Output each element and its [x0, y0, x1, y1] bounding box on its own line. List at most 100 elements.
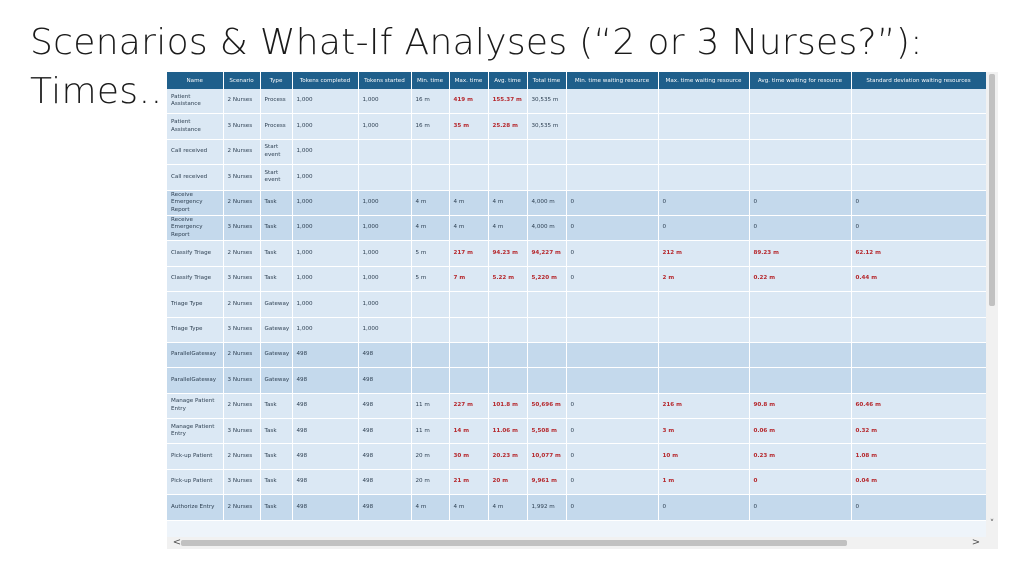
table-cell: ParallelGateway [167, 367, 224, 394]
table-cell: 1 m [658, 469, 750, 496]
table-cell: 1,000 [358, 190, 412, 216]
table-cell [851, 367, 987, 394]
table-cell: 0 [566, 266, 659, 293]
table-cell: Task [260, 393, 293, 420]
table-cell [851, 291, 987, 318]
table-cell: 90.8 m [749, 393, 852, 420]
table-row[interactable]: Call received 3 Nurses Start event 1,000 [167, 164, 987, 191]
table-cell [749, 113, 852, 140]
table-cell: 5.22 m [488, 266, 528, 293]
table-cell: 498 [292, 418, 359, 445]
table-cell [488, 342, 528, 369]
table-row[interactable]: Patient Assistance 3 Nurses Process 1,000 1,… [167, 113, 987, 140]
table-cell: 2 Nurses [223, 89, 261, 115]
table-cell: 0 [851, 190, 987, 216]
table-cell [488, 164, 528, 191]
table-cell [411, 164, 450, 191]
table-cell: 3 m [658, 418, 750, 445]
table-cell: 3 Nurses [223, 317, 261, 343]
column-header[interactable]: Max. time waiting resource [658, 72, 750, 89]
column-header[interactable]: Tokens started [358, 72, 412, 89]
column-header[interactable]: Name [167, 72, 224, 89]
horizontal-scrollbar[interactable]: < > [167, 537, 986, 549]
table-cell: 1,000 [358, 291, 412, 318]
table-cell: 498 [358, 469, 412, 496]
results-table: Name Scenario Type Tokens completed Tokens s… [167, 72, 987, 521]
table-cell: 4,000 m [527, 215, 567, 242]
column-header[interactable]: Standard deviation waiting resources [851, 72, 987, 89]
table-row[interactable]: Manage Patient Entry 2 Nurses Task 498 498 11… [167, 393, 987, 420]
table-cell: 4 m [449, 494, 489, 521]
slide-title: Scenarios & What-If Analyses (“2 or 3 Nu… [30, 18, 1010, 116]
table-row[interactable]: Pick-up Patient 2 Nurses Task 498 498 20 m 30 … [167, 443, 987, 470]
table-cell: Gateway [260, 367, 293, 394]
table-cell [749, 317, 852, 343]
table-cell: 4 m [411, 494, 450, 521]
table-cell: 3 Nurses [223, 113, 261, 140]
column-header[interactable]: Tokens completed [292, 72, 359, 89]
vertical-scroll-thumb[interactable] [989, 74, 995, 306]
table-row[interactable]: Manage Patient Entry 3 Nurses Task 498 498 11… [167, 418, 987, 445]
table-cell: 1,000 [292, 215, 359, 242]
table-row[interactable]: Classify Triage 3 Nurses Task 1,000 1,000 5 m… [167, 266, 987, 293]
table-cell: 1,000 [358, 215, 412, 242]
column-header[interactable]: Min. time [411, 72, 450, 89]
table-cell [566, 89, 659, 115]
table-cell: 0 [566, 469, 659, 496]
table-cell: ParallelGateway [167, 342, 224, 369]
column-header[interactable]: Min. time waiting resource [566, 72, 659, 89]
scroll-left-icon[interactable]: < [172, 537, 182, 548]
table-cell: Patient Assistance [167, 113, 224, 140]
table-cell: 4 m [488, 494, 528, 521]
horizontal-scroll-thumb[interactable] [181, 540, 847, 546]
table-cell: 7 m [449, 266, 489, 293]
table-cell [566, 164, 659, 191]
table-cell [527, 317, 567, 343]
table-row[interactable]: Classify Triage 2 Nurses Task 1,000 1,000 5 m… [167, 240, 987, 267]
table-cell: 1,000 [292, 291, 359, 318]
table-cell [851, 342, 987, 369]
table-cell: 4 m [449, 190, 489, 216]
column-header[interactable]: Scenario [223, 72, 261, 89]
table-cell: 0 [749, 190, 852, 216]
column-header[interactable]: Type [260, 72, 293, 89]
column-header[interactable]: Max. time [449, 72, 489, 89]
scroll-right-icon[interactable]: > [971, 537, 981, 548]
table-row[interactable]: ParallelGateway 3 Nurses Gateway 498 498 [167, 367, 987, 394]
table-cell: Task [260, 190, 293, 216]
column-header[interactable]: Avg. time [488, 72, 528, 89]
table-cell: 4 m [488, 215, 528, 242]
scroll-down-icon[interactable]: ˅ [989, 519, 995, 529]
table-cell: 30 m [449, 443, 489, 470]
column-header[interactable]: Avg. time waiting for resource [749, 72, 852, 89]
table-cell [749, 367, 852, 394]
table-cell [449, 164, 489, 191]
table-cell: 21 m [449, 469, 489, 496]
table-cell: 2 Nurses [223, 342, 261, 369]
table-cell: 2 m [658, 266, 750, 293]
table-cell [658, 317, 750, 343]
table-row[interactable]: Triage Type 2 Nurses Gateway 1,000 1,000 [167, 291, 987, 318]
table-cell: Call received [167, 164, 224, 191]
column-header[interactable]: Total time [527, 72, 567, 89]
table-cell [566, 113, 659, 140]
table-row[interactable]: Call received 2 Nurses Start event 1,000 [167, 139, 987, 166]
table-cell [658, 139, 750, 166]
table-row[interactable]: Receive Emergency Report 3 Nurses Task 1,00… [167, 215, 987, 242]
table-row[interactable]: Receive Emergency Report 2 Nurses Task 1,00… [167, 190, 987, 216]
table-cell: 0 [566, 494, 659, 521]
table-cell [488, 291, 528, 318]
vertical-scrollbar[interactable]: ˅ [986, 72, 998, 537]
table-cell: 89.23 m [749, 240, 852, 267]
table-row[interactable]: Triage Type 3 Nurses Gateway 1,000 1,000 [167, 317, 987, 343]
table-cell: 3 Nurses [223, 215, 261, 242]
table-row[interactable]: Pick-up Patient 3 Nurses Task 498 498 20 m 21 … [167, 469, 987, 496]
table-cell [411, 367, 450, 394]
table-cell [851, 317, 987, 343]
table-cell: Task [260, 469, 293, 496]
table-row[interactable]: ParallelGateway 2 Nurses Gateway 498 498 [167, 342, 987, 369]
table-row[interactable]: Patient Assistance 2 Nurses Process 1,000 1,… [167, 89, 987, 115]
table-body: Patient Assistance 2 Nurses Process 1,000 1,… [167, 89, 987, 521]
table-cell: 3 Nurses [223, 164, 261, 191]
